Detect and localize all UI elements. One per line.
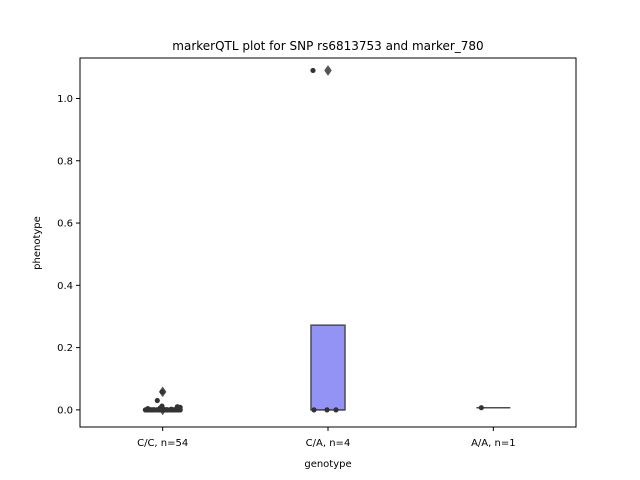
data-point: [311, 407, 317, 413]
y-tick-label: 0.8: [57, 156, 73, 167]
data-point: [168, 406, 174, 412]
y-axis: 0.0 0.2 0.4 0.6 0.8 1.0: [57, 94, 80, 416]
x-tick-label: C/C, n=54: [137, 438, 188, 449]
y-tick-label: 0.2: [57, 343, 73, 354]
x-axis: C/C, n=54 C/A, n=4 A/A, n=1: [137, 427, 516, 449]
y-tick-label: 0.0: [57, 405, 73, 416]
x-axis-label: genotype: [304, 459, 351, 470]
data-point: [151, 407, 157, 413]
data-point: [333, 407, 339, 413]
data-point: [159, 389, 165, 395]
y-tick-label: 1.0: [57, 94, 73, 105]
box: [310, 324, 346, 411]
x-tick-label: C/A, n=4: [306, 438, 351, 449]
y-tick-label: 0.6: [57, 219, 73, 230]
y-tick-label: 0.4: [57, 281, 73, 292]
plot-area: [142, 65, 511, 416]
data-point: [174, 404, 180, 410]
data-point: [159, 403, 165, 409]
outlier-marker: [324, 65, 332, 76]
chart-title: markerQTL plot for SNP rs6813753 and mar…: [172, 39, 483, 53]
data-point: [324, 407, 330, 413]
y-axis-label: phenotype: [32, 216, 43, 270]
data-point: [154, 397, 160, 404]
data-point: [478, 405, 484, 411]
data-point: [310, 67, 316, 74]
x-tick-label: A/A, n=1: [471, 438, 516, 449]
data-point: [145, 406, 151, 412]
